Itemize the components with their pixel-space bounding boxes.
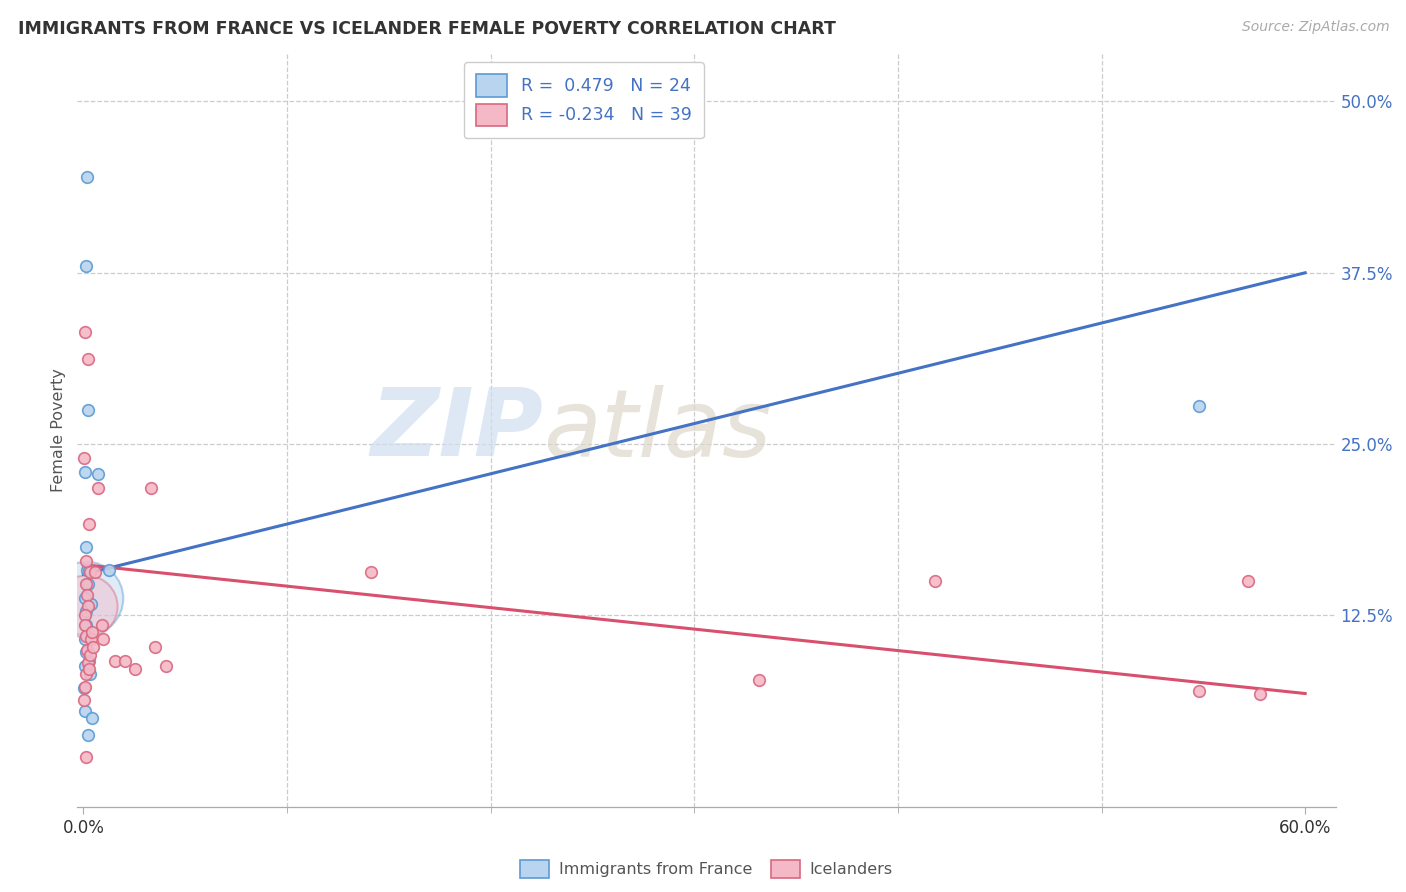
Point bbox=[75, 704, 97, 718]
Point bbox=[114, 654, 136, 668]
Point bbox=[75, 632, 97, 646]
Text: IMMIGRANTS FROM FRANCE VS ICELANDER FEMALE POVERTY CORRELATION CHART: IMMIGRANTS FROM FRANCE VS ICELANDER FEMA… bbox=[18, 20, 837, 37]
Point bbox=[77, 352, 100, 367]
Point bbox=[75, 680, 97, 694]
Point bbox=[748, 673, 770, 687]
Point bbox=[80, 711, 103, 725]
Y-axis label: Female Poverty: Female Poverty bbox=[51, 368, 66, 492]
Point bbox=[76, 577, 98, 591]
Point bbox=[75, 667, 97, 681]
Point bbox=[76, 604, 98, 618]
Point bbox=[79, 598, 101, 612]
Point bbox=[79, 565, 101, 579]
Point bbox=[82, 640, 104, 654]
Point bbox=[75, 465, 97, 479]
Point bbox=[79, 648, 101, 662]
Point bbox=[75, 618, 97, 632]
Point bbox=[139, 481, 162, 495]
Point bbox=[143, 640, 166, 654]
Point bbox=[360, 565, 382, 579]
Point bbox=[76, 563, 98, 577]
Point bbox=[1249, 686, 1271, 700]
Point bbox=[76, 657, 98, 671]
Point bbox=[73, 450, 96, 465]
Point bbox=[1237, 574, 1260, 589]
Legend: Immigrants from France, Icelanders: Immigrants from France, Icelanders bbox=[512, 852, 901, 886]
Point bbox=[76, 588, 98, 602]
Text: ZIP: ZIP bbox=[370, 384, 543, 476]
Point bbox=[87, 467, 110, 482]
Point bbox=[77, 654, 100, 668]
Point bbox=[97, 563, 120, 577]
Point bbox=[1188, 399, 1211, 413]
Point bbox=[87, 481, 110, 495]
Point bbox=[80, 624, 103, 639]
Point bbox=[75, 540, 97, 554]
Point bbox=[76, 599, 98, 613]
Text: Source: ZipAtlas.com: Source: ZipAtlas.com bbox=[1241, 20, 1389, 34]
Text: atlas: atlas bbox=[543, 384, 770, 476]
Point bbox=[76, 642, 98, 657]
Point bbox=[75, 618, 97, 632]
Point bbox=[155, 659, 177, 673]
Point bbox=[76, 259, 98, 273]
Point bbox=[76, 645, 98, 659]
Point bbox=[75, 749, 97, 764]
Point bbox=[83, 565, 105, 579]
Point bbox=[75, 325, 97, 339]
Point bbox=[75, 599, 97, 613]
Point bbox=[75, 659, 97, 673]
Point bbox=[75, 591, 97, 605]
Point bbox=[77, 563, 100, 577]
Point bbox=[104, 654, 127, 668]
Point bbox=[73, 693, 96, 707]
Point bbox=[73, 681, 96, 695]
Point bbox=[76, 577, 98, 591]
Point bbox=[79, 667, 101, 681]
Point bbox=[91, 618, 114, 632]
Point bbox=[124, 662, 146, 676]
Point bbox=[91, 632, 114, 646]
Point bbox=[77, 662, 100, 676]
Point bbox=[76, 629, 98, 643]
Point bbox=[76, 169, 98, 184]
Point bbox=[77, 516, 100, 531]
Point bbox=[75, 608, 97, 623]
Point bbox=[77, 728, 100, 742]
Point bbox=[79, 632, 101, 646]
Point bbox=[1188, 683, 1211, 698]
Point bbox=[77, 402, 100, 417]
Point bbox=[75, 553, 97, 567]
Point bbox=[75, 591, 97, 605]
Point bbox=[924, 574, 946, 589]
